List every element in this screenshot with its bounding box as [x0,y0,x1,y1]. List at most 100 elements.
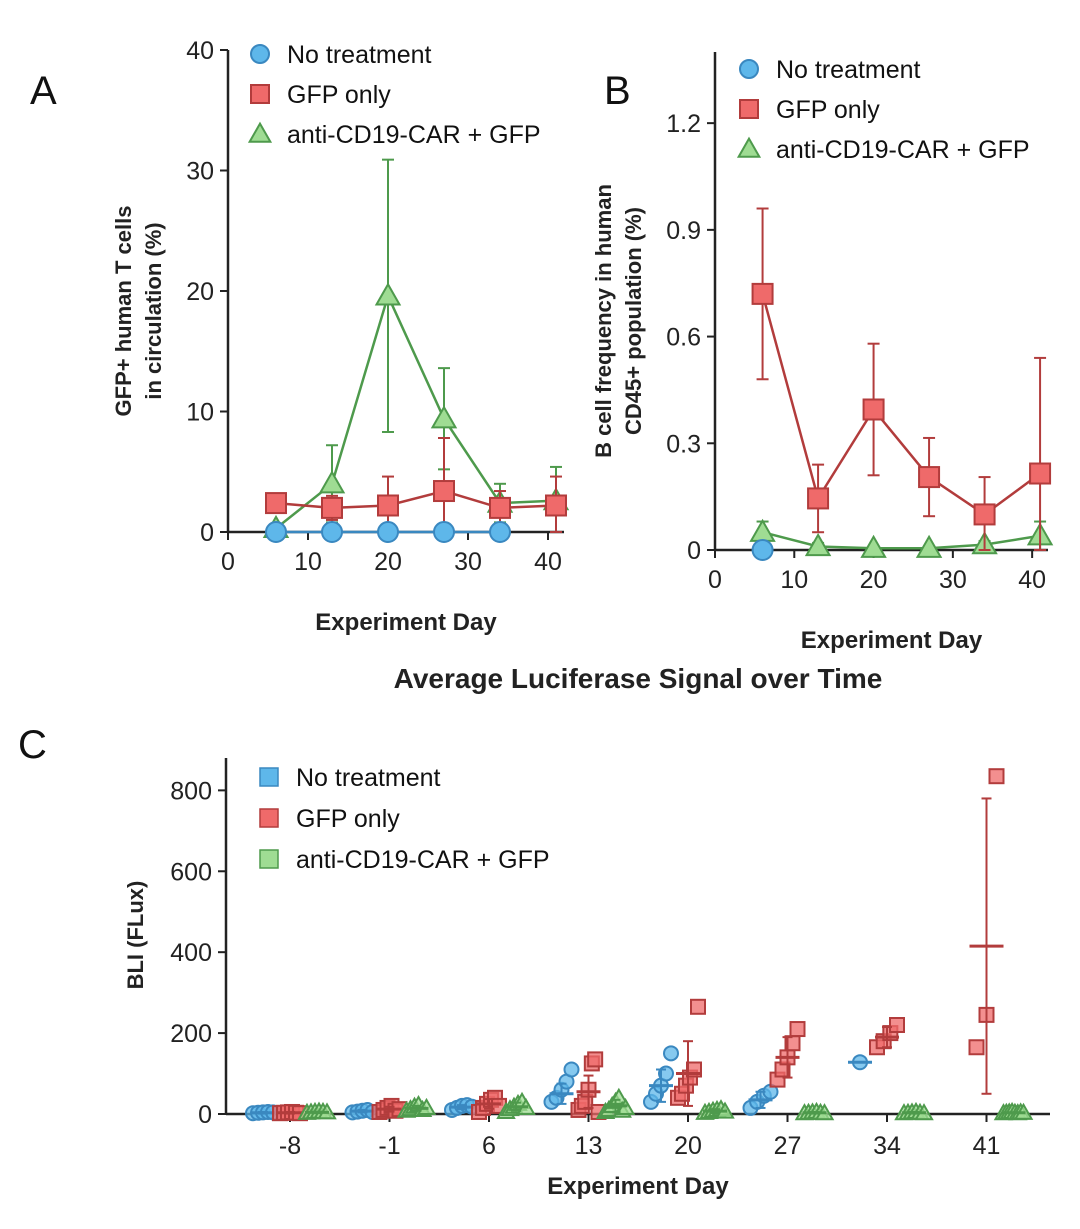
y-axis-label: BLI (FLux) [123,881,148,990]
x-tick-label: 0 [708,566,722,594]
legend-swatch [259,849,279,869]
x-tick-label: 40 [534,548,562,576]
legend-label: No treatment [296,764,441,792]
series-line [762,531,1041,550]
x-tick-label: 27 [774,1132,802,1160]
x-tick-label: 30 [454,548,482,576]
data-point [749,518,776,542]
y-axis-label: B cell frequency in human [591,184,616,458]
y-tick-label: 10 [186,399,214,427]
y-tick-label: 0.6 [666,324,701,352]
legend-label: anti-CD19-CAR + GFP [287,121,541,149]
data-point [807,487,830,510]
data-point [804,532,832,557]
data-point [265,492,287,515]
y-axis-label: CD45+ population (%) [621,207,646,435]
scatter-point [690,998,706,1015]
legend-marker [739,59,759,79]
y-tick-label: 400 [170,939,212,967]
scatter-point [563,1061,580,1078]
x-tick-label: 13 [575,1132,603,1160]
data-point [374,282,402,306]
data-point [430,405,458,429]
x-tick-label: 10 [294,548,322,576]
legend-label: GFP only [296,805,400,833]
scatter-point [789,1021,806,1038]
panel-label-c: C [18,723,47,767]
legend-label: No treatment [776,56,921,84]
legend-marker [250,44,270,64]
y-tick-label: 20 [186,278,214,306]
y-tick-label: 600 [170,858,212,886]
legend-label: anti-CD19-CAR + GFP [296,846,550,874]
data-point [377,494,399,517]
scatter-point [988,768,1005,785]
data-point [433,521,455,543]
panel-label-b: B [604,69,631,113]
x-axis-label: Experiment Day [547,1173,729,1200]
y-tick-label: 0.3 [666,430,701,458]
panel-label-a: A [30,69,57,113]
data-point [915,534,943,558]
scatter-point [663,1045,679,1062]
data-point [860,534,887,558]
chart-panel-b: 0 10 20 30 40 0 0.3 0.6 0.9 1.2 Experiment Day B ce… [591,52,1054,654]
data-point [489,496,511,519]
chart-panel-c: Average Luciferase Signal over Time 0 200 4… [123,663,1050,1200]
legend-label: GFP only [287,81,391,109]
y-tick-label: 800 [170,777,212,805]
legend-label: GFP only [776,96,880,124]
x-tick-label: 10 [780,566,808,594]
legend-label: anti-CD19-CAR + GFP [776,136,1030,164]
y-tick-label: 1.2 [666,110,701,138]
chart-title: Average Luciferase Signal over Time [394,663,883,694]
data-point [265,521,287,543]
series-line [761,293,1041,516]
x-tick-label: -1 [378,1132,400,1160]
y-tick-label: 0 [200,519,214,547]
data-point [918,466,941,489]
x-tick-label: 20 [374,548,402,576]
x-axis-label: Experiment Day [801,627,983,654]
legend-marker [250,84,270,104]
data-point [545,494,567,517]
series-line [275,292,557,530]
y-tick-label: 200 [170,1020,212,1048]
data-point [318,470,346,494]
x-axis-label: Experiment Day [315,609,497,636]
y-tick-label: 40 [186,37,214,65]
x-tick-label: 34 [873,1132,901,1160]
data-point [377,521,399,543]
data-point [751,282,774,305]
scatter-point [968,1039,985,1056]
x-tick-label: 30 [939,566,967,594]
y-axis-label: in circulation (%) [141,222,166,399]
data-point [433,480,455,503]
data-point [489,521,511,543]
x-tick-label: -8 [279,1132,301,1160]
x-tick-label: 0 [221,548,235,576]
legend-label: No treatment [287,41,432,69]
y-tick-label: 0.9 [666,217,701,245]
x-tick-label: 6 [482,1132,496,1160]
x-tick-label: 40 [1018,566,1046,594]
legend-swatch [259,767,279,787]
data-point [321,521,343,543]
y-axis-label: GFP+ human T cells [111,206,136,417]
x-tick-label: 20 [860,566,888,594]
y-tick-label: 0 [198,1101,212,1129]
data-point [321,496,343,519]
chart-panel-a: 0 10 20 30 40 0 10 20 30 40 Experiment Day GFP+ hum… [111,37,570,636]
y-tick-label: 0 [687,537,701,565]
x-tick-label: 20 [674,1132,702,1160]
data-point [1029,462,1052,485]
legend-marker [739,99,759,119]
y-tick-label: 30 [186,158,214,186]
data-point [862,398,885,421]
scatter-point [889,1017,905,1033]
data-point [973,503,996,526]
legend-marker [736,136,762,158]
legend-marker [247,121,273,143]
data-point [751,539,774,561]
